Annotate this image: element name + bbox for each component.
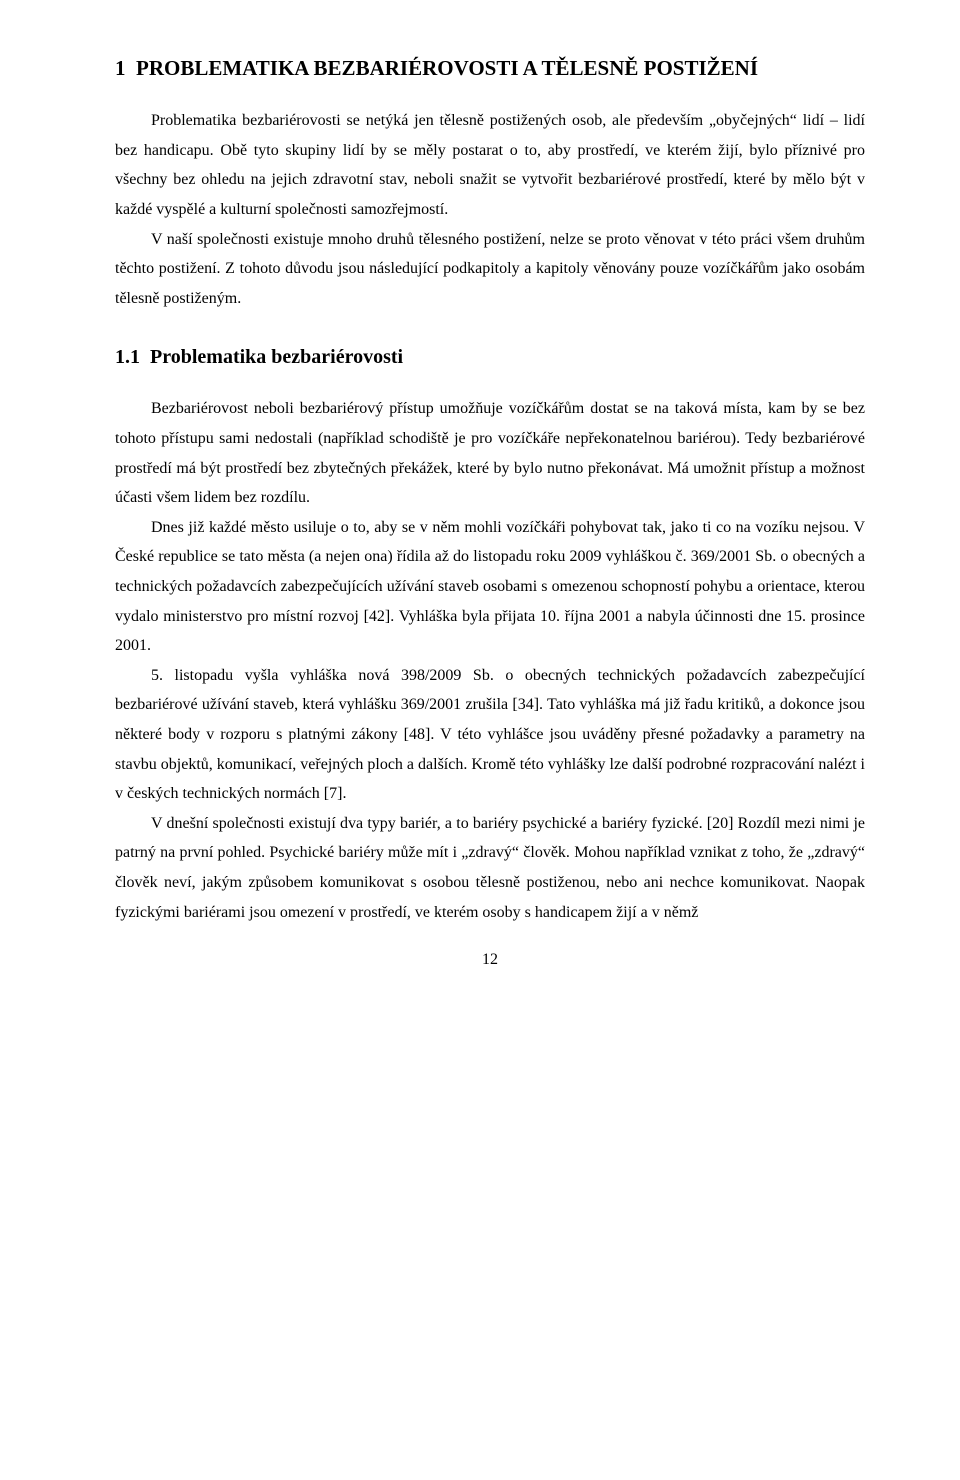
chapter-title: 1 PROBLEMATIKA BEZBARIÉROVOSTI A TĚLESNĚ…: [115, 55, 865, 82]
section-p1: Bezbariérovost neboli bezbariérový příst…: [115, 394, 865, 512]
section-title: 1.1 Problematika bezbariérovosti: [115, 339, 865, 376]
page-number: 12: [115, 945, 865, 975]
section-number: 1.1: [115, 346, 140, 368]
section-p2: Dnes již každé město usiluje o to, aby s…: [115, 513, 865, 661]
chapter-title-text: PROBLEMATIKA BEZBARIÉROVOSTI A TĚLESNĚ P…: [136, 56, 758, 80]
intro-p1: Problematika bezbariérovosti se netýká j…: [115, 106, 865, 224]
intro-p2: V naší společnosti existuje mnoho druhů …: [115, 225, 865, 314]
section-p4: V dnešní společnosti existují dva typy b…: [115, 809, 865, 927]
chapter-number: 1: [115, 56, 126, 80]
intro-paragraphs: Problematika bezbariérovosti se netýká j…: [115, 106, 865, 313]
section-title-text: Problematika bezbariérovosti: [150, 346, 403, 368]
section-p3: 5. listopadu vyšla vyhláška nová 398/200…: [115, 661, 865, 809]
